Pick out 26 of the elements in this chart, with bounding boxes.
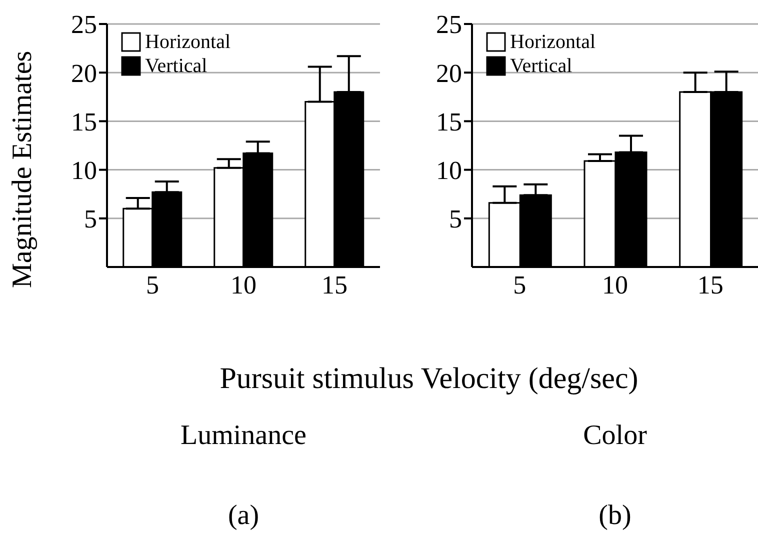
y-tick-label: 25 bbox=[71, 10, 97, 40]
x-tick-label: 10 bbox=[230, 270, 256, 300]
y-tick-label: 20 bbox=[71, 58, 97, 88]
x-tick-label: 15 bbox=[697, 270, 724, 300]
y-tick-label: 10 bbox=[436, 156, 462, 186]
y-axis-title: Magnitude Estimates bbox=[6, 50, 39, 290]
y-tick-label: 10 bbox=[71, 156, 97, 186]
y-tick-label: 5 bbox=[449, 204, 462, 234]
y-tick-label: 20 bbox=[436, 58, 462, 88]
legend-label: Horizontal bbox=[145, 30, 231, 54]
y-tick-label: 25 bbox=[436, 10, 462, 40]
y-tick-label: 15 bbox=[71, 107, 97, 136]
legend-label: Vertical bbox=[145, 54, 208, 78]
x-tick-label: 10 bbox=[602, 270, 628, 300]
y-tick-label: 15 bbox=[436, 107, 462, 136]
x-tick-label: 5 bbox=[146, 270, 159, 300]
x-axis-title: Pursuit stimulus Velocity (deg/sec) bbox=[218, 362, 640, 396]
x-tick-label: 15 bbox=[322, 270, 348, 300]
text: (a) bbox=[226, 500, 260, 532]
text: (b) bbox=[598, 500, 632, 532]
y-tick-label: 5 bbox=[84, 204, 97, 234]
legend-label: Vertical bbox=[510, 54, 572, 78]
legend-label: Horizontal bbox=[510, 30, 596, 54]
x-tick-label: 5 bbox=[513, 270, 526, 300]
text: Luminance bbox=[180, 420, 308, 452]
text: Color bbox=[582, 420, 648, 452]
